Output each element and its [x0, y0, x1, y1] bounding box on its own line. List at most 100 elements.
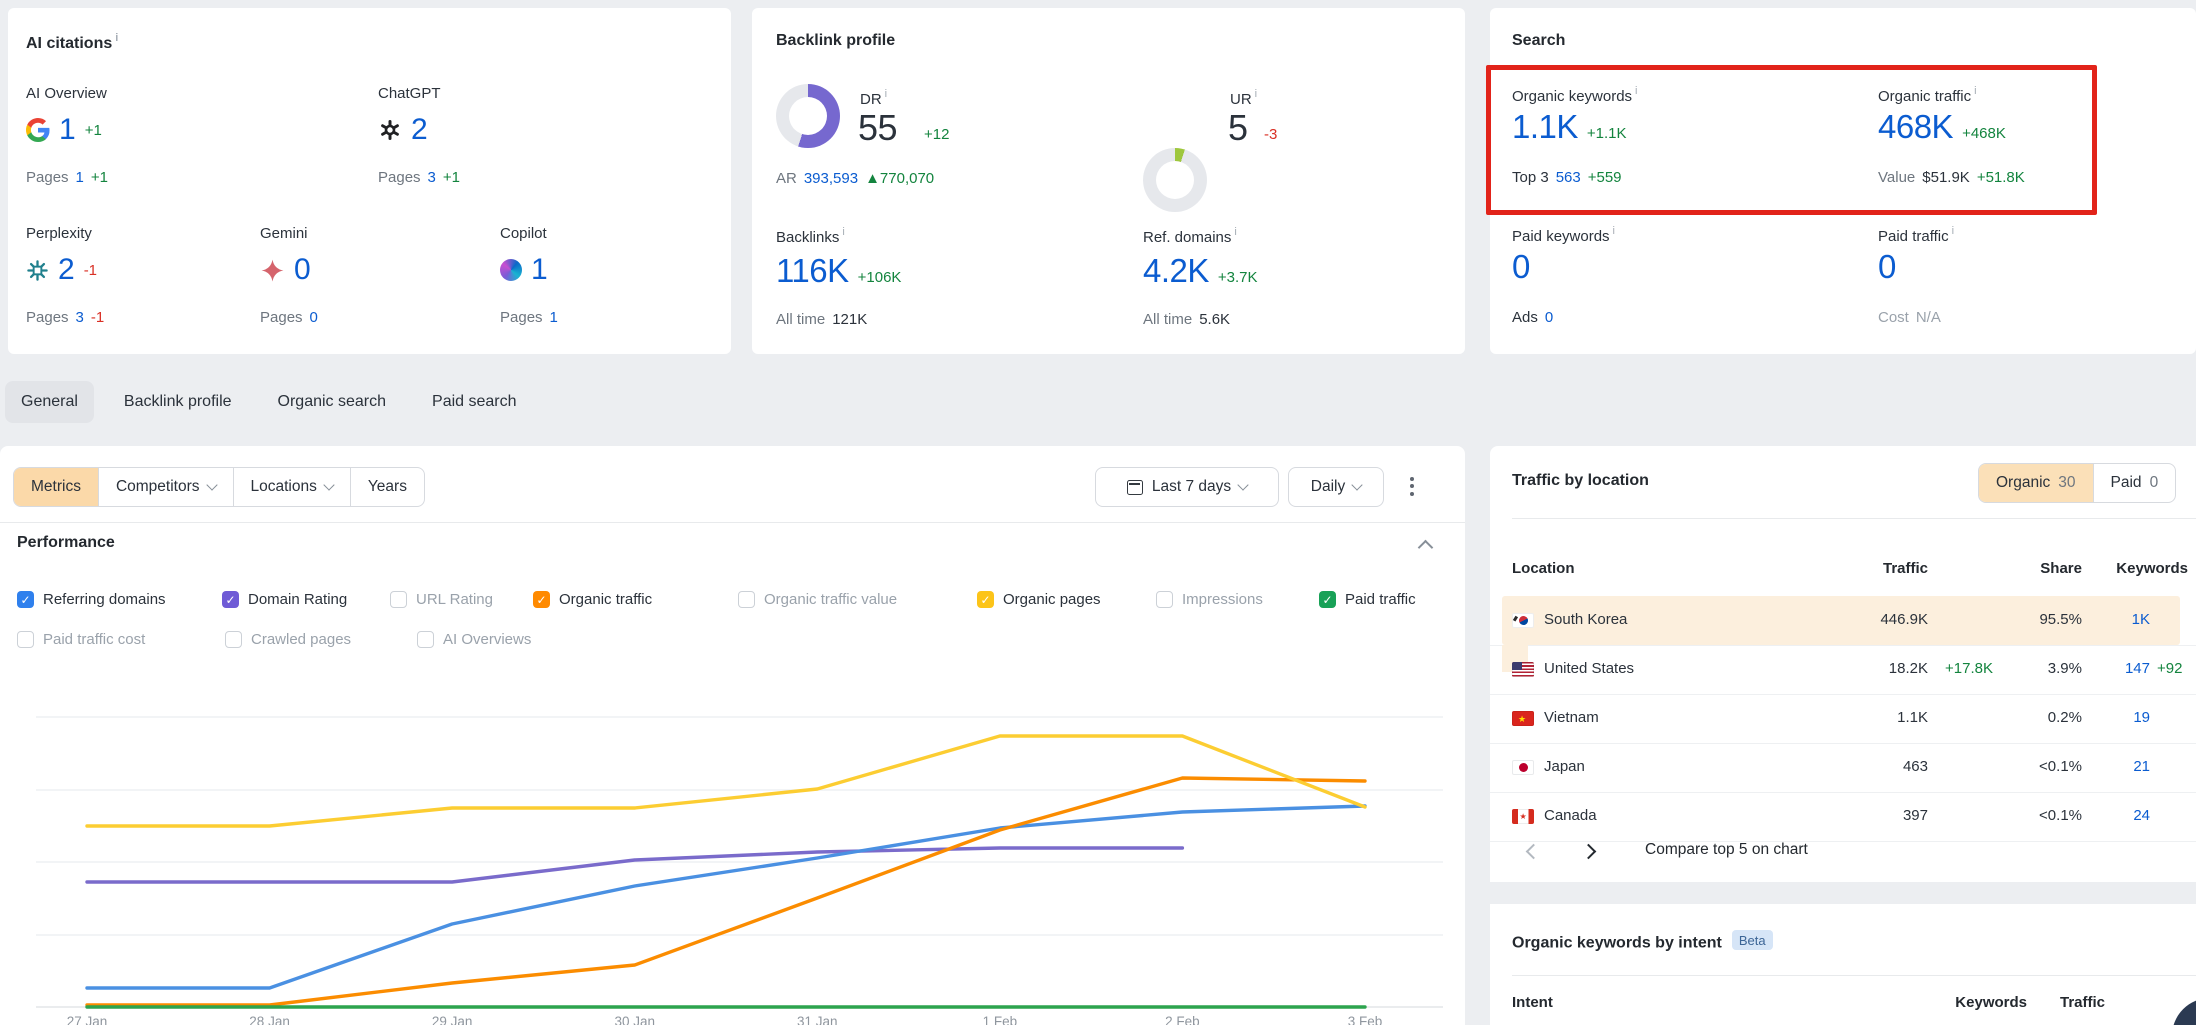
backlinks-alltime-row: All time 121K: [776, 311, 867, 328]
ai-source-count[interactable]: 0: [294, 253, 311, 287]
keywords-link[interactable]: 19: [2133, 709, 2150, 726]
chart-line-domain-rating[interactable]: [87, 848, 1182, 882]
location-name: Japan: [1544, 758, 1585, 775]
dr-delta: +12: [924, 126, 949, 143]
ai-source-count[interactable]: 2: [58, 253, 75, 287]
pages-value[interactable]: 0: [310, 309, 318, 326]
ai-source-label: AI Overview: [26, 85, 107, 102]
x-axis-tick-label: 2 Feb: [1165, 1014, 1200, 1025]
metric-checkbox-url-rating[interactable]: URL Rating: [390, 591, 493, 608]
calendar-icon: [1127, 480, 1143, 495]
info-icon[interactable]: [1952, 225, 1954, 237]
info-icon[interactable]: [885, 88, 887, 100]
ref-domains-value[interactable]: 4.2K: [1143, 252, 1209, 290]
prev-page-button[interactable]: [1528, 844, 1539, 862]
ai-source-label: Perplexity: [26, 225, 92, 242]
divider: [0, 522, 1465, 523]
info-icon[interactable]: [1255, 88, 1257, 100]
ai-source-count[interactable]: 1: [531, 253, 548, 287]
keywords-link[interactable]: 21: [2133, 758, 2150, 775]
metric-checkbox-organic-traffic[interactable]: ✓Organic traffic: [533, 591, 652, 608]
keywords-link[interactable]: 24: [2133, 807, 2150, 824]
copilot-circle-icon: [500, 259, 522, 281]
metric-checkbox-organic-pages[interactable]: ✓Organic pages: [977, 591, 1101, 608]
tab-general[interactable]: General: [5, 381, 94, 423]
next-page-button[interactable]: [1583, 844, 1594, 862]
chart-line-referring-domains[interactable]: [87, 806, 1365, 988]
chevron-right-icon: [1581, 844, 1597, 860]
organic-toggle-option[interactable]: Organic 30: [1979, 464, 2093, 502]
country-flag-icon: [1512, 760, 1534, 775]
ai-source-pages-row: Pages3+1: [378, 169, 460, 186]
pages-value[interactable]: 1: [550, 309, 558, 326]
x-axis-tick-label: 3 Feb: [1348, 1014, 1383, 1025]
location-name: South Korea: [1544, 611, 1627, 628]
info-icon[interactable]: [115, 32, 118, 44]
date-range-dropdown[interactable]: Last 7 days: [1095, 467, 1279, 507]
traffic-by-location-panel: Traffic by location Organic 30 Paid 0 Lo…: [1490, 446, 2196, 882]
ai-source-pages-row: Pages3-1: [26, 309, 104, 326]
metric-checkbox-domain-rating[interactable]: ✓Domain Rating: [222, 591, 347, 608]
ref-domains-label: Ref. domains: [1143, 226, 1237, 246]
ur-label: UR: [1230, 88, 1257, 108]
column-header-share[interactable]: Share: [2040, 560, 2082, 577]
info-icon[interactable]: [842, 226, 844, 238]
ai-source-label: Copilot: [500, 225, 547, 242]
tab-paid-search[interactable]: Paid search: [416, 381, 533, 423]
pages-value[interactable]: 3: [428, 169, 436, 186]
backlinks-label: Backlinks: [776, 226, 845, 246]
search-metric-value[interactable]: 0: [1878, 248, 1896, 286]
table-row-ca[interactable]: Canada397<0.1%24: [1490, 792, 2196, 842]
competitors-dropdown[interactable]: Competitors: [98, 468, 233, 506]
compare-top5-link[interactable]: Compare top 5 on chart: [1645, 841, 1808, 859]
column-header-intent[interactable]: Intent: [1512, 994, 1553, 1011]
ai-source-count[interactable]: 1: [59, 113, 76, 147]
more-options-menu[interactable]: [1404, 467, 1420, 505]
column-header-location[interactable]: Location: [1512, 560, 1575, 577]
pages-value[interactable]: 3: [76, 309, 84, 326]
domain-rating-donut: [776, 84, 840, 148]
sub-value[interactable]: 0: [1545, 309, 1553, 326]
metric-checkbox-organic-traffic-value[interactable]: Organic traffic value: [738, 591, 897, 608]
pages-value[interactable]: 1: [76, 169, 84, 186]
chevron-down-icon: [1352, 479, 1363, 490]
ar-value[interactable]: 393,593: [804, 170, 858, 187]
dr-label: DR: [860, 88, 887, 108]
column-header-traffic[interactable]: Traffic: [2060, 994, 2105, 1011]
column-header-keywords[interactable]: Keywords: [1955, 994, 2027, 1011]
metric-checkbox-referring-domains[interactable]: ✓Referring domains: [17, 591, 166, 608]
table-row-kr[interactable]: South Korea446.9K95.5%1K: [1490, 596, 2196, 646]
column-header-keywords[interactable]: Keywords: [2116, 560, 2188, 577]
locations-dropdown[interactable]: Locations: [233, 468, 350, 506]
ai-source-count[interactable]: 2: [411, 113, 428, 147]
tab-organic-search[interactable]: Organic search: [262, 381, 403, 423]
ai-source-value-row: 2: [378, 108, 428, 152]
info-icon[interactable]: [1613, 225, 1615, 237]
collapse-section-icon[interactable]: [1418, 540, 1434, 556]
organic-paid-toggle: Organic 30 Paid 0: [1978, 463, 2176, 503]
keywords-link[interactable]: 147: [2125, 660, 2150, 677]
table-row-vn[interactable]: Vietnam1.1K0.2%19: [1490, 694, 2196, 744]
column-header-traffic[interactable]: Traffic: [1883, 560, 1928, 577]
years-button[interactable]: Years: [350, 468, 424, 506]
search-metric-value[interactable]: 0: [1512, 248, 1530, 286]
chevron-down-icon: [1237, 479, 1248, 490]
table-row-jp[interactable]: Japan463<0.1%21: [1490, 743, 2196, 793]
ai-source-value-row: 2-1: [26, 248, 97, 292]
metric-checkbox-paid-traffic[interactable]: ✓Paid traffic: [1319, 591, 1416, 608]
ai-citations-title: AI citations: [26, 32, 118, 53]
table-row-us[interactable]: United States18.2K+17.8K3.9%147+92: [1490, 645, 2196, 695]
keywords-link[interactable]: 1K: [2132, 611, 2150, 628]
info-icon[interactable]: [1234, 226, 1236, 238]
metrics-button[interactable]: Metrics: [14, 468, 98, 506]
performance-line-chart[interactable]: 27 Jan28 Jan29 Jan30 Jan31 Jan1 Feb2 Feb…: [0, 645, 1465, 1025]
site-explorer-dashboard: AI citations AI Overview1+1Pages1+1ChatG…: [0, 0, 2196, 1025]
country-flag-icon: [1512, 809, 1534, 824]
tab-backlink-profile[interactable]: Backlink profile: [108, 381, 248, 423]
backlinks-value[interactable]: 116K: [776, 252, 849, 290]
granularity-dropdown[interactable]: Daily: [1288, 467, 1384, 507]
metric-checkbox-impressions[interactable]: Impressions: [1156, 591, 1263, 608]
paid-toggle-option[interactable]: Paid 0: [2093, 464, 2176, 502]
ref-domains-alltime-row: All time 5.6K: [1143, 311, 1230, 328]
chevron-left-icon: [1526, 844, 1542, 860]
